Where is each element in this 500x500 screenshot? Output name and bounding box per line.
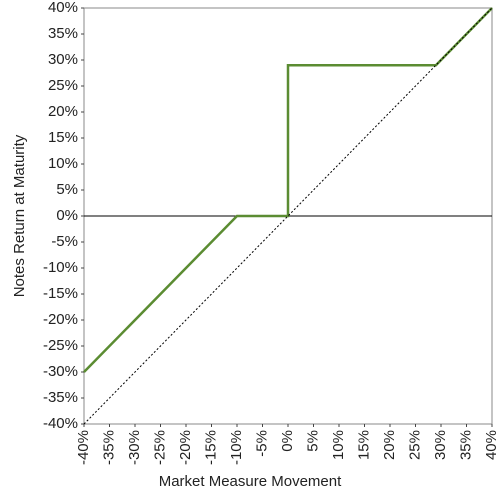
y-tick-label: -5% — [51, 233, 78, 250]
y-tick-label: 25% — [48, 77, 78, 94]
y-tick-label: 40% — [48, 0, 78, 16]
x-tick-label: -5% — [253, 430, 270, 457]
y-tick-label: 0% — [56, 207, 78, 224]
y-axis-label: Notes Return at Maturity — [11, 134, 28, 297]
x-tick-label: 25% — [406, 430, 423, 460]
y-tick-label: -30% — [43, 363, 78, 380]
y-tick-label: -35% — [43, 389, 78, 406]
x-tick-label: -20% — [177, 430, 194, 465]
y-tick-label: -25% — [43, 337, 78, 354]
payoff-line — [83, 7, 493, 373]
y-tick-label: 30% — [48, 51, 78, 68]
y-tick-label: -15% — [43, 285, 78, 302]
x-tick-label: 0% — [279, 430, 296, 452]
x-tick-label: 20% — [381, 430, 398, 460]
y-tick-label: 5% — [56, 181, 78, 198]
y-tick-label: 15% — [48, 129, 78, 146]
y-tick-label: 35% — [48, 25, 78, 42]
x-tick-label: 15% — [355, 430, 372, 460]
y-tick-label: 20% — [48, 103, 78, 120]
x-tick-label: -25% — [151, 430, 168, 465]
x-tick-label: -15% — [202, 430, 219, 465]
x-tick-label: 40% — [483, 430, 500, 460]
x-tick-label: 35% — [457, 430, 474, 460]
y-tick-label: -20% — [43, 311, 78, 328]
x-tick-label: -30% — [126, 430, 143, 465]
y-tick-label: 10% — [48, 155, 78, 172]
y-tick-label: -10% — [43, 259, 78, 276]
x-axis-label: Market Measure Movement — [159, 473, 342, 490]
y-tick-label: -40% — [43, 415, 78, 432]
x-tick-label: -10% — [228, 430, 245, 465]
reference-line — [83, 7, 493, 425]
x-tick-label: -40% — [75, 430, 92, 465]
x-tick-label: 30% — [432, 430, 449, 460]
x-tick-label: 5% — [304, 430, 321, 452]
x-tick-label: -35% — [100, 430, 117, 465]
x-tick-label: 10% — [330, 430, 347, 460]
